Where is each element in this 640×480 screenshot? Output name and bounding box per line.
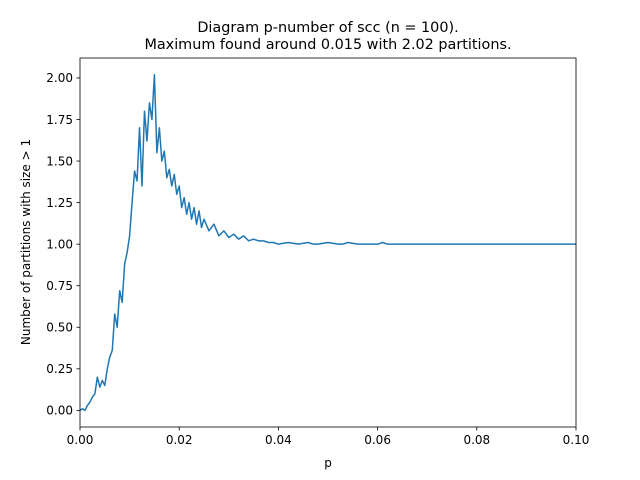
x-axis-label: p [324, 456, 332, 470]
y-tick-label: 0.25 [46, 362, 73, 376]
series-layer [79, 73, 576, 412]
x-tick-label: 0.00 [67, 433, 94, 447]
y-axis-label: Number of partitions with size > 1 [19, 139, 33, 345]
y-tick-label: 0.50 [46, 321, 73, 335]
x-tick-label: 0.08 [463, 433, 490, 447]
y-tick-label: 1.75 [46, 113, 73, 127]
x-tick-label: 0.10 [563, 433, 590, 447]
x-tick-label: 0.02 [166, 433, 193, 447]
chart-subtitle: Maximum found around 0.015 with 2.02 par… [144, 37, 511, 53]
y-tick-label: 0.75 [46, 279, 73, 293]
y-tick-label: 0.00 [46, 404, 73, 418]
plot-frame [79, 57, 577, 428]
x-tick-label: 0.04 [265, 433, 292, 447]
x-tick-label: 0.06 [364, 433, 391, 447]
y-tick-label: 1.00 [46, 237, 73, 251]
y-tick-label: 2.00 [46, 71, 73, 85]
x-axis: 0.00 0.02 0.04 0.06 0.08 0.10 [67, 427, 590, 447]
chart-title: Diagram p-number of scc (n = 100). [197, 20, 458, 36]
y-tick-label: 1.50 [46, 154, 73, 168]
series-line-0 [79, 73, 576, 412]
y-axis: 0.00 0.25 0.50 0.75 1.00 1.25 1.50 1.75 2.00 [46, 71, 80, 418]
y-tick-label: 1.25 [46, 196, 73, 210]
